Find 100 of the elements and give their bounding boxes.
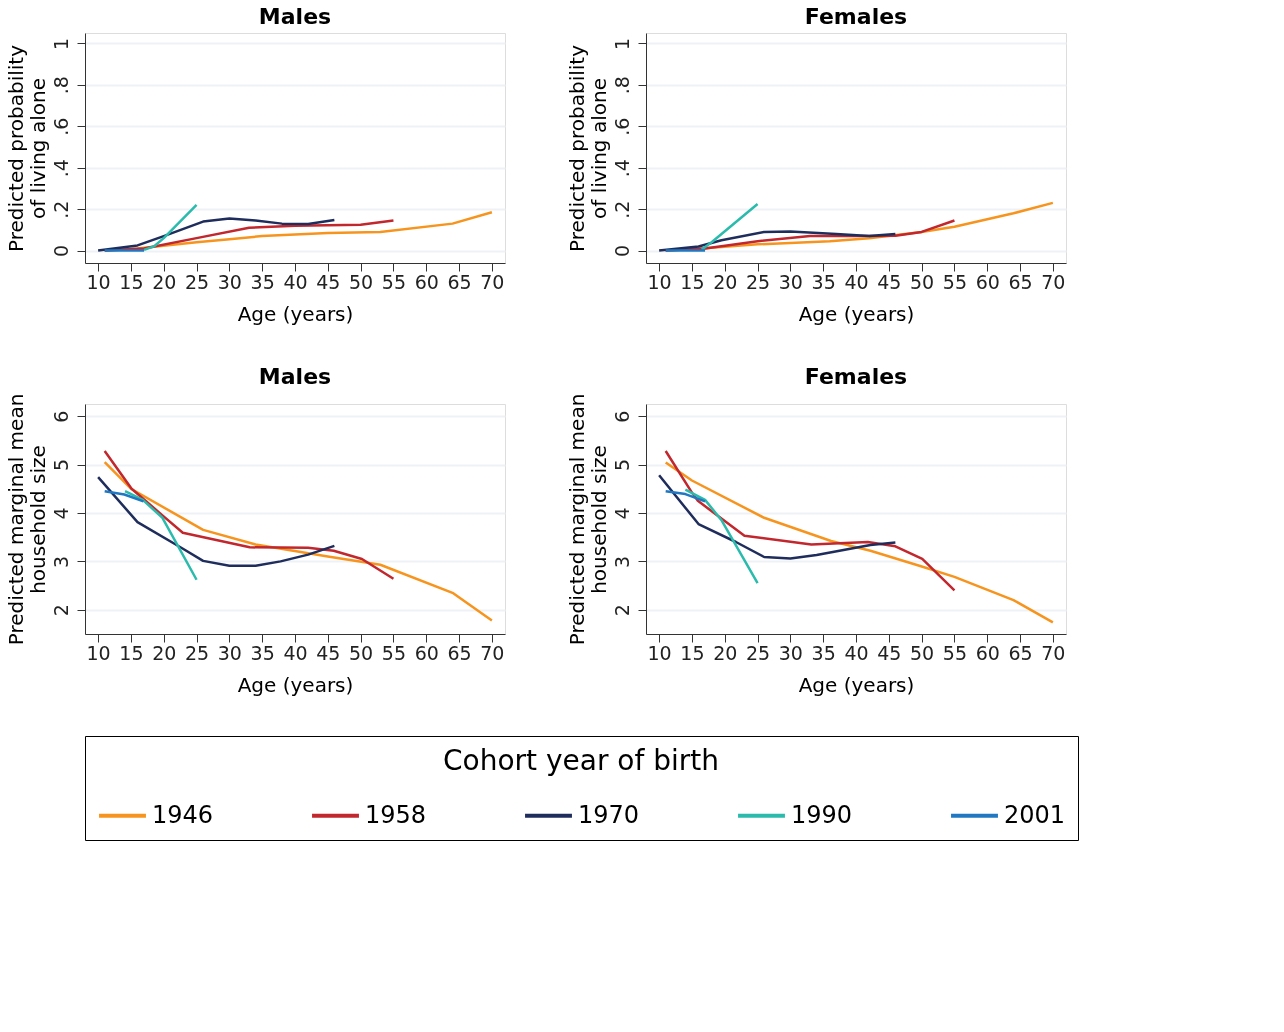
y-tick-label: 1: [49, 37, 72, 50]
y-tick-label: .4: [49, 159, 72, 178]
x-tick-label: 10: [86, 641, 111, 664]
y-tick-label: 0: [610, 245, 633, 258]
x-tick-label: 30: [778, 641, 803, 664]
line-series: [684, 488, 759, 585]
y-tick-label: 1: [610, 37, 633, 50]
x-tick-label: 40: [283, 641, 308, 664]
x-tick-label: 55: [381, 641, 407, 664]
x-tick-label: 55: [942, 270, 968, 293]
x-tick-label: 60: [414, 641, 439, 664]
x-tick-label: 50: [910, 270, 935, 293]
line-series: [96, 217, 336, 252]
x-tick-label: 65: [1008, 641, 1033, 664]
x-tick-label: 20: [152, 270, 177, 293]
legend-label: 1946: [152, 800, 214, 829]
x-axis-title: Age (years): [798, 672, 915, 697]
x-tick-label: 60: [975, 270, 1000, 293]
x-tick-label: 45: [316, 270, 341, 293]
y-tick-label: .8: [610, 76, 633, 95]
x-tick-label: 60: [975, 641, 1000, 664]
x-tick-label: 35: [811, 270, 836, 293]
x-tick-label: 25: [745, 270, 771, 293]
x-tick-label: 65: [447, 270, 472, 293]
legend-label: 1990: [791, 800, 853, 829]
x-tick-label: 15: [119, 270, 144, 293]
y-axis-title: Predicted probability of living alone: [564, 44, 611, 252]
x-tick-label: 20: [713, 641, 738, 664]
y-tick-label: .2: [610, 200, 633, 219]
x-tick-label: 50: [349, 270, 374, 293]
y-tick-label: .6: [49, 117, 72, 136]
x-tick-label: 35: [811, 641, 836, 664]
x-tick-label: 70: [1041, 270, 1066, 293]
x-tick-label: 50: [349, 641, 374, 664]
legend-title: Cohort year of birth: [443, 744, 719, 777]
x-tick-label: 65: [1008, 270, 1033, 293]
chart-title: Males: [258, 364, 332, 390]
y-tick-label: 6: [49, 410, 72, 423]
x-tick-label: 10: [647, 641, 672, 664]
x-tick-label: 15: [680, 270, 705, 293]
y-tick-label: .4: [610, 159, 633, 178]
y-tick-label: .8: [49, 76, 72, 95]
legend-label: 1970: [578, 800, 640, 829]
x-tick-label: 15: [119, 641, 144, 664]
y-tick-label: 2: [49, 604, 72, 617]
x-tick-label: 20: [713, 270, 738, 293]
y-tick-label: .6: [610, 117, 633, 136]
x-tick-label: 50: [910, 641, 935, 664]
x-tick-label: 45: [316, 641, 341, 664]
x-tick-label: 10: [647, 270, 672, 293]
x-tick-label: 40: [283, 270, 308, 293]
x-tick-label: 10: [86, 270, 111, 293]
x-tick-label: 55: [381, 270, 407, 293]
line-series: [657, 230, 897, 252]
y-tick-label: 4: [610, 507, 633, 520]
y-axis-title: Predicted marginal mean household size: [564, 393, 611, 646]
y-tick-label: 0: [49, 245, 72, 258]
y-tick-label: 5: [610, 458, 633, 472]
x-tick-label: 70: [480, 641, 505, 664]
x-tick-label: 65: [447, 641, 472, 664]
line-series: [96, 475, 336, 567]
line-series: [664, 461, 1055, 624]
x-tick-label: 35: [250, 641, 275, 664]
y-tick-label: 5: [49, 458, 72, 472]
line-series: [123, 489, 198, 582]
line-series: [103, 449, 395, 581]
chart-title: Females: [804, 4, 908, 29]
x-tick-label: 15: [680, 641, 705, 664]
y-tick-label: 3: [49, 555, 72, 568]
x-tick-label: 30: [778, 270, 803, 293]
x-tick-label: 70: [480, 270, 505, 293]
legend-label: 2001: [1004, 800, 1066, 829]
x-tick-label: 55: [942, 641, 968, 664]
chart-title: Females: [804, 364, 908, 390]
x-tick-label: 30: [217, 641, 242, 664]
line-series: [142, 203, 198, 252]
x-tick-label: 70: [1041, 641, 1066, 664]
y-tick-label: 3: [610, 555, 633, 568]
x-axis-title: Age (years): [237, 301, 354, 326]
y-tick-label: 2: [610, 604, 633, 617]
x-tick-label: 60: [414, 270, 439, 293]
y-axis-title: Predicted marginal mean household size: [3, 393, 50, 646]
chart-title: Males: [258, 4, 332, 29]
x-tick-label: 35: [250, 270, 275, 293]
x-tick-label: 45: [877, 270, 902, 293]
x-tick-label: 40: [844, 641, 869, 664]
y-axis-title: Predicted probability of living alone: [3, 44, 50, 252]
x-tick-label: 25: [184, 641, 210, 664]
x-tick-label: 45: [877, 641, 902, 664]
x-tick-label: 25: [184, 270, 210, 293]
y-tick-label: .2: [49, 200, 72, 219]
x-tick-label: 25: [745, 641, 771, 664]
line-series: [664, 449, 956, 592]
x-axis-title: Age (years): [798, 301, 915, 326]
x-tick-label: 40: [844, 270, 869, 293]
y-tick-label: 4: [49, 507, 72, 520]
line-series: [657, 473, 897, 560]
x-tick-label: 20: [152, 641, 177, 664]
legend-label: 1958: [365, 800, 427, 829]
x-axis-title: Age (years): [237, 672, 354, 697]
